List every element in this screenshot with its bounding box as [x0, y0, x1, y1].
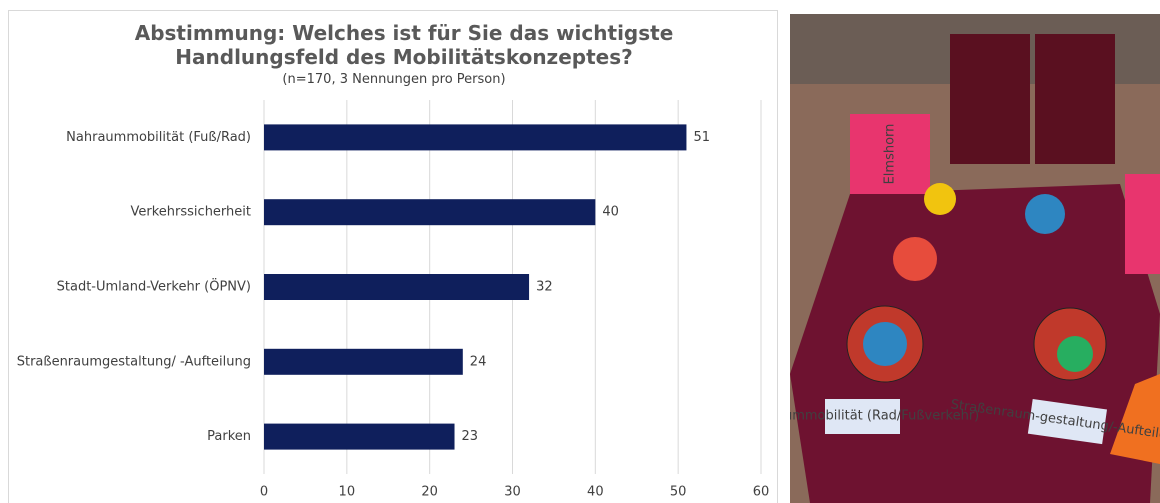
chart-frame: Abstimmung: Welches ist für Sie das wich…	[8, 10, 778, 503]
chart-title: Abstimmung: Welches ist für Sie das wich…	[134, 21, 674, 69]
value-label: 40	[602, 205, 619, 220]
sign	[825, 399, 900, 434]
chart-subtitle: (n=170, 3 Nennungen pro Person)	[282, 72, 506, 87]
photo-label: Elmshorn	[883, 124, 898, 185]
photo-label: Nahraummobilität (Rad/Fußverkehr)	[790, 409, 979, 424]
cone	[1110, 374, 1160, 464]
chart: 0 10 20 30 40 50 60 Nahraummobilität (Fuß/Rad) 5…	[17, 100, 770, 500]
y-tick-label: Nahraummobilität (Fuß/Rad)	[66, 130, 251, 145]
box	[850, 114, 930, 194]
basket	[1025, 194, 1065, 234]
x-tick-label: 20	[421, 485, 438, 500]
x-tick-label: 0	[260, 485, 268, 500]
y-tick-label: Parken	[207, 429, 251, 444]
balls	[1057, 336, 1093, 372]
bar	[264, 348, 463, 375]
basket	[893, 237, 937, 281]
value-label: 23	[462, 429, 479, 444]
value-label: 24	[470, 354, 487, 369]
y-tick-label: Stadt-Umland-Verkehr (ÖPNV)	[57, 278, 251, 295]
table-cloth	[1035, 34, 1115, 164]
box	[1125, 174, 1160, 274]
balls	[863, 322, 907, 366]
sign	[1027, 399, 1107, 445]
bar	[264, 274, 530, 300]
value-label: 51	[693, 130, 710, 145]
x-tick-label: 50	[670, 485, 687, 500]
bar	[264, 423, 455, 450]
bar	[264, 124, 687, 151]
x-tick-label: 10	[339, 485, 356, 500]
value-label: 32	[536, 280, 553, 295]
basket	[924, 183, 956, 215]
table-cloth	[950, 34, 1030, 164]
x-tick-label: 40	[587, 485, 604, 500]
x-tick-label: 60	[753, 485, 770, 500]
x-tick-label: 30	[504, 485, 521, 500]
bar	[264, 199, 596, 226]
y-tick-label: Straßenraumgestaltung/ -Aufteilung	[17, 354, 251, 369]
photo: Nahraummobilität (Rad/Fußverkehr) Straße…	[790, 14, 1160, 503]
y-tick-label: Verkehrssicherheit	[131, 205, 251, 220]
